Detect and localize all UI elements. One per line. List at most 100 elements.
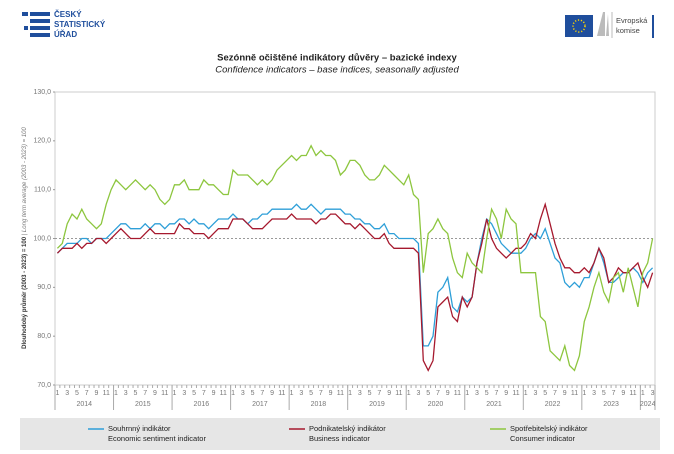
- logo-text: ČESKÝ: [54, 10, 82, 19]
- x-tick-label: 3: [651, 390, 655, 397]
- logo-text: STATISTICKÝ: [54, 20, 106, 29]
- x-tick-label: 11: [161, 390, 168, 397]
- legend-label: Spotřebitelský indikátor: [510, 424, 588, 433]
- y-axis-label-en: | Long term average (2003 - 2023) = 100: [22, 127, 28, 236]
- x-tick-label: 3: [475, 390, 479, 397]
- czso-logo: ČESKÝ STATISTICKÝ ÚŘAD: [22, 10, 106, 39]
- legend-label: Souhrnný indikátor: [108, 424, 171, 433]
- x-tick-label: 7: [85, 390, 89, 397]
- x-tick-label: 1: [582, 390, 586, 397]
- x-tick-label: 11: [337, 390, 344, 397]
- legend-label: Podnikatelský indikátor: [309, 424, 386, 433]
- x-tick-label: 1: [173, 390, 177, 397]
- x-tick-label: 1: [114, 390, 118, 397]
- x-tick-label: 3: [592, 390, 596, 397]
- x-tick-label: 11: [512, 390, 519, 397]
- x-tick-label: 9: [270, 390, 274, 397]
- year-label: 2017: [252, 401, 268, 408]
- logo-text: ÚŘAD: [54, 30, 77, 39]
- y-tick-label: 80,0: [37, 333, 51, 340]
- x-tick-label: 7: [260, 390, 264, 397]
- y-tick-label: 110,0: [34, 187, 51, 194]
- x-tick-label: 3: [534, 390, 538, 397]
- x-tick-label: 7: [436, 390, 440, 397]
- x-tick-label: 5: [426, 390, 430, 397]
- x-tick-label: 3: [416, 390, 420, 397]
- x-tick-label: 9: [212, 390, 216, 397]
- x-tick-label: 1: [641, 390, 645, 397]
- y-tick-label: 120,0: [33, 138, 51, 145]
- x-tick-label: 11: [395, 390, 402, 397]
- x-tick-label: 5: [75, 390, 79, 397]
- x-tick-label: 11: [629, 390, 636, 397]
- eu-logo: Evropská komise: [565, 12, 654, 38]
- x-tick-label: 1: [465, 390, 469, 397]
- x-tick-label: 1: [524, 390, 528, 397]
- x-tick-label: 1: [290, 390, 294, 397]
- x-tick-label: 9: [387, 390, 391, 397]
- x-tick-label: 7: [143, 390, 147, 397]
- y-tick-label: 130,0: [33, 89, 51, 96]
- x-tick-label: 5: [602, 390, 606, 397]
- y-axis-label: Dlouhodobý průměr (2003 - 2023) = 100 | …: [21, 127, 28, 349]
- x-tick-label: 5: [192, 390, 196, 397]
- x-tick-label: 9: [504, 390, 508, 397]
- x-tick-label: 3: [124, 390, 128, 397]
- x-tick-label: 1: [55, 390, 59, 397]
- year-label: 2019: [369, 401, 385, 408]
- series-line: [56, 144, 654, 372]
- year-label: 2023: [603, 401, 619, 408]
- series-line: [56, 201, 654, 372]
- x-tick-label: 7: [553, 390, 557, 397]
- x-tick-label: 5: [134, 390, 138, 397]
- x-tick-label: 7: [495, 390, 499, 397]
- year-label: 2018: [311, 401, 327, 408]
- year-label: 2020: [428, 401, 444, 408]
- year-label: 2014: [76, 401, 92, 408]
- y-tick-label: 100,0: [33, 235, 51, 242]
- x-tick-label: 3: [358, 390, 362, 397]
- x-tick-label: 7: [377, 390, 381, 397]
- year-label: 2022: [545, 401, 561, 408]
- x-tick-label: 9: [446, 390, 450, 397]
- logo-text: komise: [616, 26, 640, 35]
- legend-label-en: Consumer indicator: [510, 434, 576, 443]
- y-tick-label: 70,0: [37, 382, 51, 389]
- x-tick-label: 9: [621, 390, 625, 397]
- x-tick-label: 1: [348, 390, 352, 397]
- year-label: 2021: [486, 401, 502, 408]
- chart-subtitle: Confidence indicators – base indices, se…: [215, 65, 459, 76]
- x-tick-label: 5: [368, 390, 372, 397]
- x-tick-label: 3: [182, 390, 186, 397]
- year-label: 2016: [194, 401, 210, 408]
- year-label: 2024: [640, 401, 656, 408]
- y-axis-label-cz: Dlouhodobý průměr (2003 - 2023) = 100: [21, 236, 28, 349]
- x-tick-label: 9: [153, 390, 157, 397]
- legend-label-en: Business indicator: [309, 434, 370, 443]
- chart-title: Sezónně očištěné indikátory důvěry – baz…: [217, 53, 457, 64]
- x-tick-label: 5: [485, 390, 489, 397]
- series-line: [56, 203, 654, 347]
- x-tick-label: 7: [319, 390, 323, 397]
- x-tick-label: 5: [251, 390, 255, 397]
- x-tick-label: 1: [407, 390, 411, 397]
- x-tick-label: 11: [103, 390, 110, 397]
- x-tick-label: 3: [299, 390, 303, 397]
- x-tick-label: 9: [329, 390, 333, 397]
- legend-label-en: Economic sentiment indicator: [108, 434, 206, 443]
- x-tick-label: 3: [65, 390, 69, 397]
- x-tick-label: 11: [278, 390, 285, 397]
- year-label: 2015: [135, 401, 151, 408]
- legend: [20, 418, 660, 450]
- x-tick-label: 11: [220, 390, 227, 397]
- x-tick-label: 7: [202, 390, 206, 397]
- x-tick-label: 5: [543, 390, 547, 397]
- x-tick-label: 7: [612, 390, 616, 397]
- y-tick-label: 90,0: [37, 284, 51, 291]
- x-tick-label: 5: [309, 390, 313, 397]
- x-tick-label: 1: [231, 390, 235, 397]
- x-tick-label: 3: [241, 390, 245, 397]
- x-tick-label: 11: [454, 390, 461, 397]
- x-tick-label: 9: [95, 390, 99, 397]
